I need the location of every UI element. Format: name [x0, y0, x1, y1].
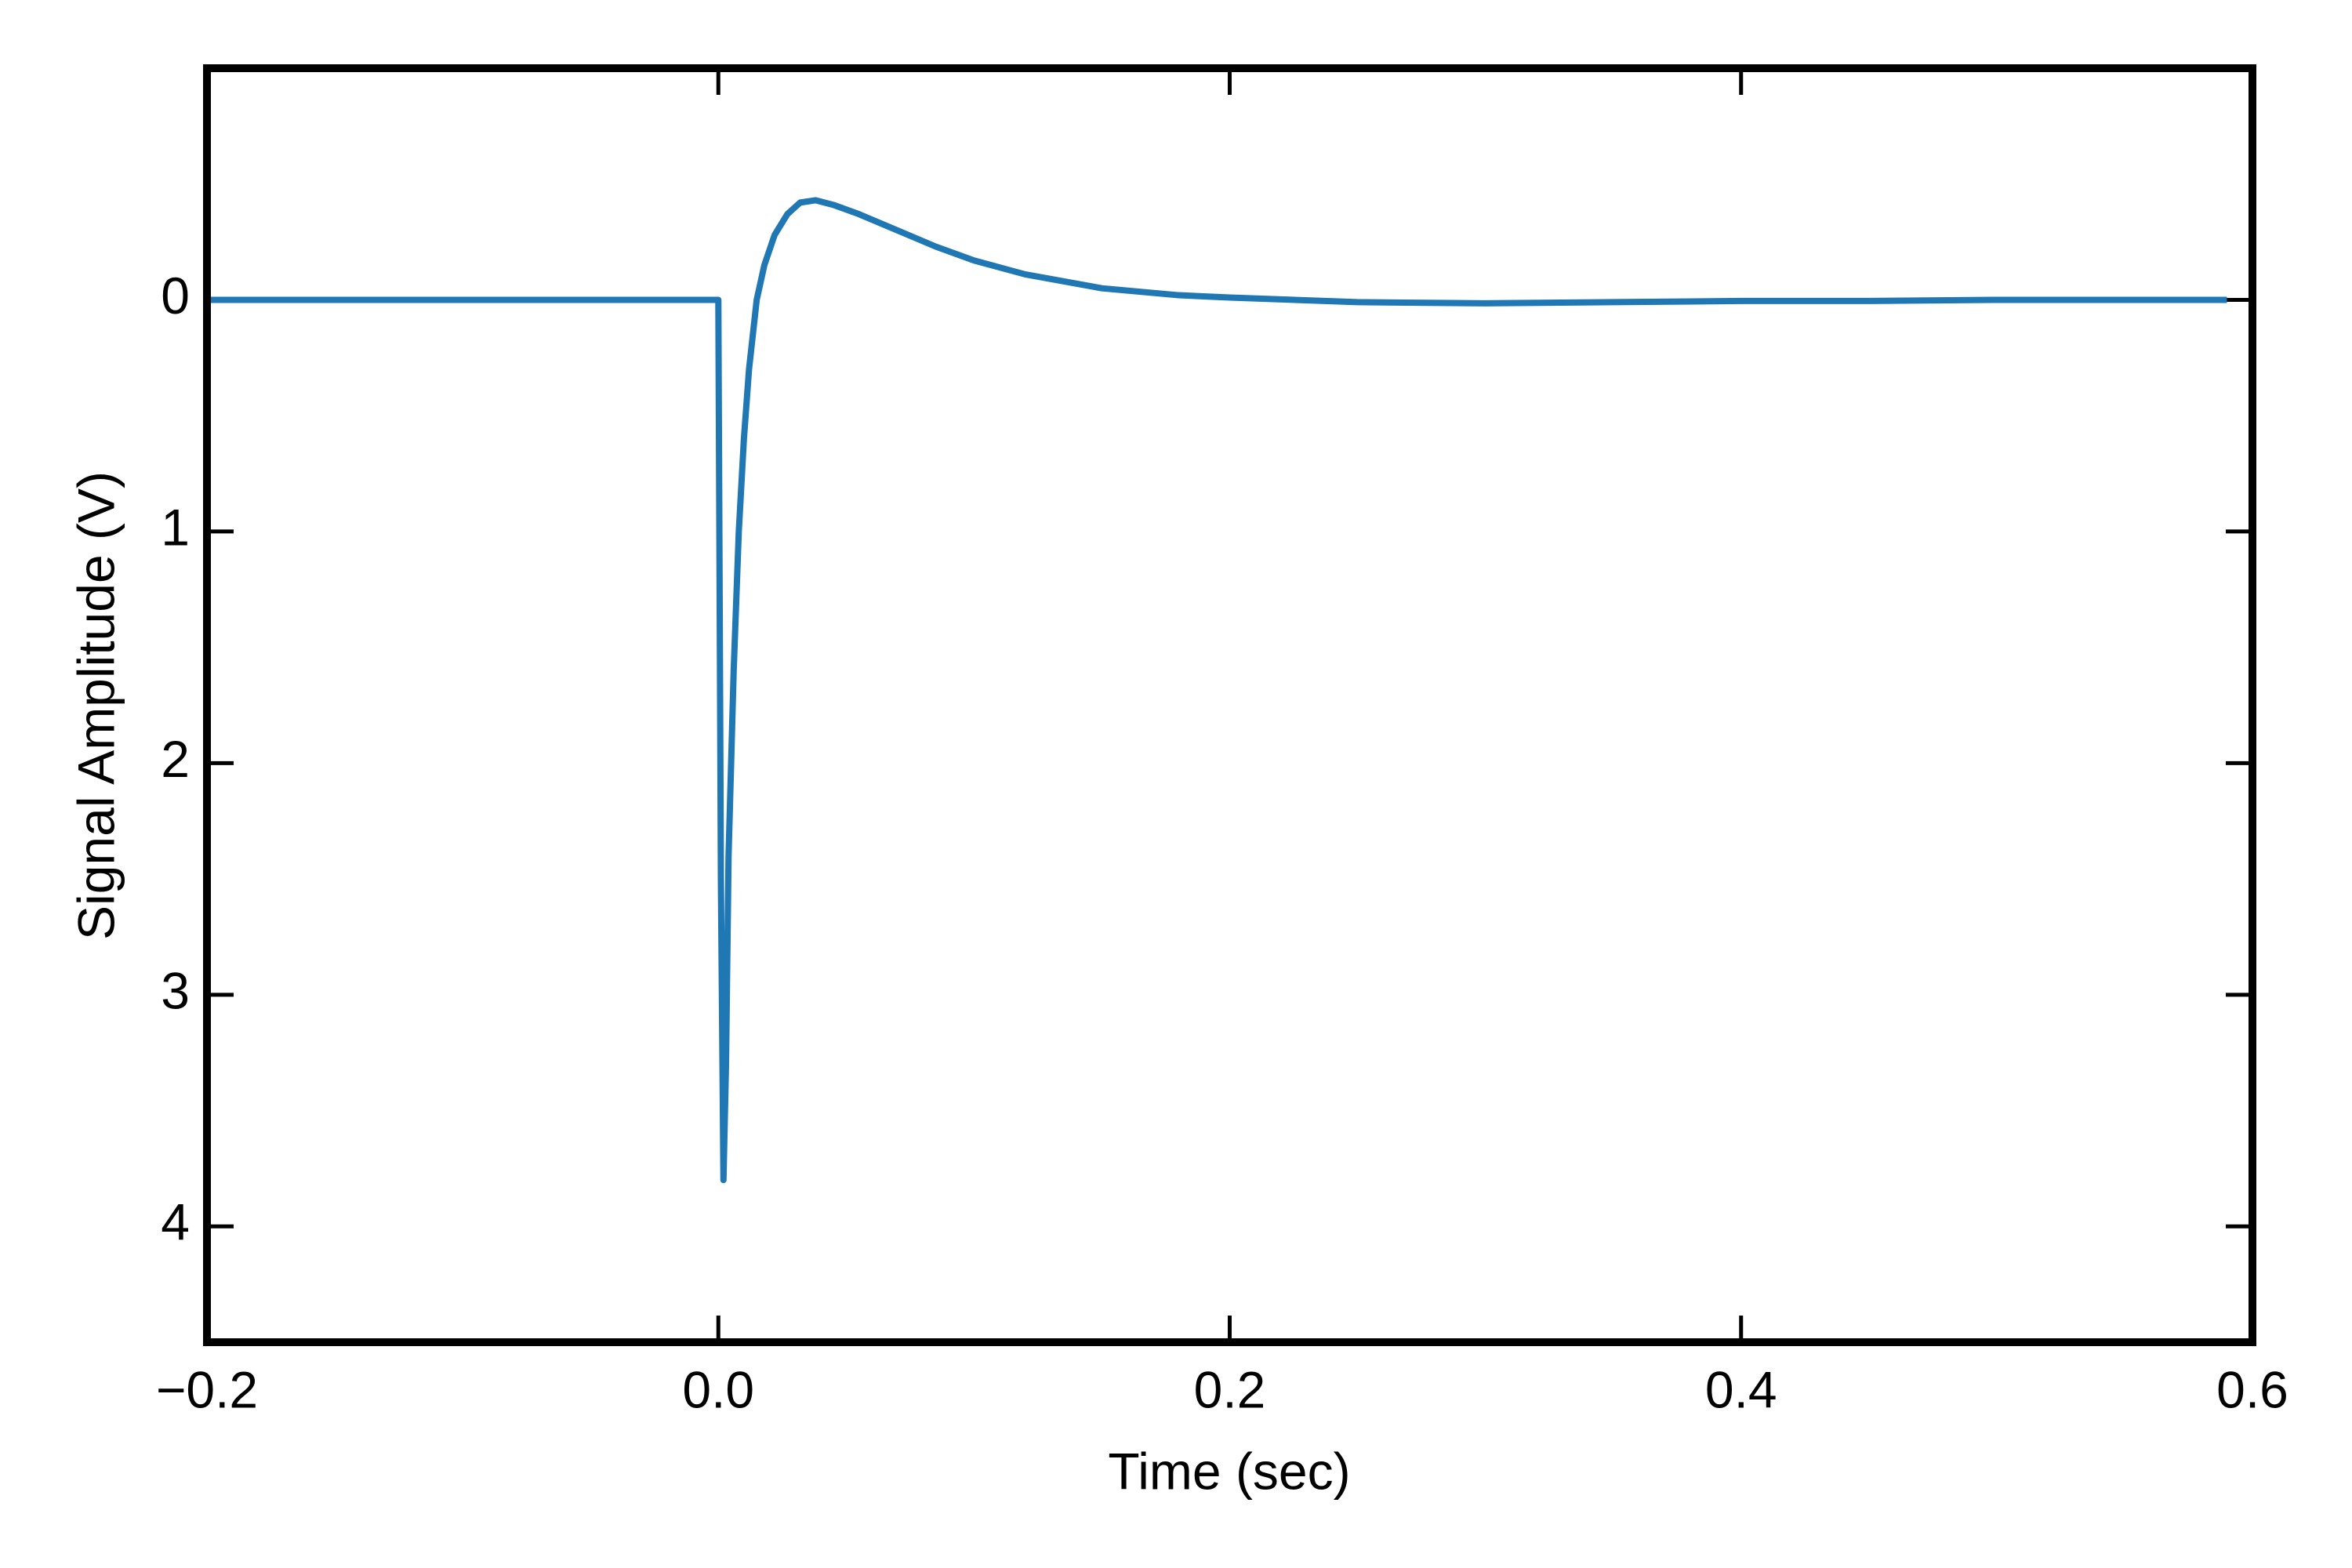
- y-tick-label: 2: [161, 730, 190, 788]
- y-tick-label: 3: [161, 961, 190, 1019]
- x-axis-label: Time (sec): [1108, 1442, 1350, 1500]
- x-tick-label: 0.2: [1194, 1360, 1266, 1418]
- plot-frame: [203, 64, 2256, 1346]
- x-tick-label: −0.2: [156, 1360, 258, 1418]
- y-tick-label: 1: [161, 498, 190, 556]
- y-axis-label: Signal Amplitude (V): [67, 471, 125, 940]
- x-tick-label: 0.6: [2216, 1360, 2288, 1418]
- y-tick-label: 4: [161, 1193, 190, 1251]
- signal-line: [207, 197, 2227, 1184]
- x-tick-label: 0.4: [1705, 1360, 1777, 1418]
- y-tick-label: 0: [161, 267, 190, 325]
- x-tick-label: 0.0: [682, 1360, 754, 1418]
